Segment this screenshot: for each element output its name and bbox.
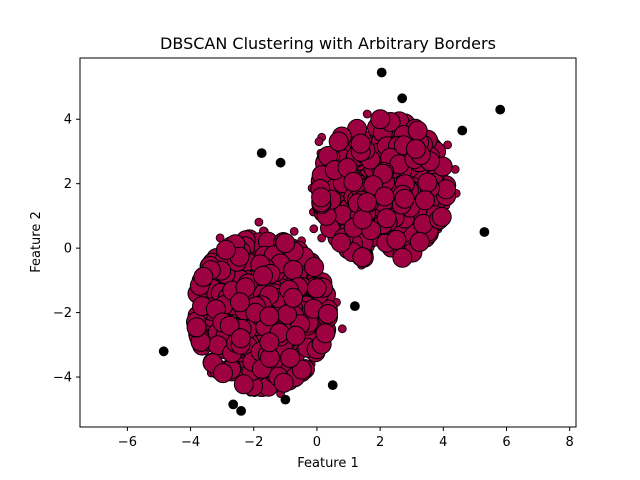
core-point [386,229,407,250]
core-point [370,109,391,130]
x-axis: −6 −4 −2 0 2 4 6 8 [118,427,574,450]
core-point [283,260,304,280]
core-point [352,247,373,268]
core-point [417,172,438,193]
noise-point [228,399,239,410]
x-tick-label: −4 [181,435,200,450]
noise-point [349,301,360,312]
border-point [314,137,324,147]
core-point [259,306,280,327]
core-point [392,247,413,268]
core-point [215,239,236,260]
core-point [304,257,325,277]
core-point [315,323,336,344]
border-point [362,109,372,119]
x-axis-label: Feature 1 [297,456,359,471]
core-point [193,266,214,287]
core-point [350,133,371,154]
core-point [357,192,377,213]
core-point [330,232,351,253]
core-point [374,186,395,207]
core-point [407,120,428,141]
x-tick-label: 6 [502,435,510,450]
core-point [409,231,430,252]
x-tick-label: 8 [566,435,574,450]
plot-frame [79,57,577,428]
noise-point [236,405,247,416]
core-point [318,304,338,324]
core-point [431,206,452,227]
x-tick-label: 2 [376,435,384,450]
core-point [233,374,254,395]
noise-point [275,157,286,168]
core-point [415,190,435,211]
y-axis-label: Feature 2 [29,211,44,273]
noise-point [397,93,408,104]
y-tick-label: −4 [53,371,72,386]
noise-point [280,394,291,405]
x-tick-label: 4 [439,435,447,450]
points-layer [158,67,506,416]
border-point [289,226,299,236]
core-point [280,347,301,368]
x-tick-label: −2 [244,435,263,450]
core-point [259,332,280,353]
y-tick-label: −2 [53,306,72,321]
core-point [213,363,233,384]
core-point [376,208,397,229]
x-tick-label: −6 [118,435,137,450]
core-point [311,187,332,208]
noise-point [495,104,506,115]
core-point [230,328,251,349]
core-point [219,315,240,336]
core-point [186,317,207,338]
core-point [253,265,273,286]
x-tick-label: 0 [313,435,321,450]
core-point [352,209,373,230]
core-point [406,139,426,159]
noise-point [158,346,169,357]
core-point [275,233,296,254]
noise-point [327,380,338,391]
noise-point [256,148,267,159]
border-point [309,224,319,234]
border-point [317,233,327,243]
core-point [283,287,304,308]
y-axis: −4 −2 0 2 4 [53,113,80,386]
core-point [343,171,364,192]
core-point [273,372,294,393]
border-point [254,217,264,227]
border-point [337,324,347,334]
noise-point [376,67,387,78]
core-point [394,188,415,209]
y-tick-label: 4 [64,113,72,128]
core-point [285,325,306,346]
y-tick-label: 0 [64,242,72,257]
y-tick-label: 2 [64,177,72,192]
core-point [229,292,250,313]
noise-point [457,125,468,136]
core-point [328,131,349,152]
core-point [277,304,297,325]
chart-title: DBSCAN Clustering with Arbitrary Borders [160,34,496,53]
noise-point [479,227,490,237]
core-point [306,278,327,299]
